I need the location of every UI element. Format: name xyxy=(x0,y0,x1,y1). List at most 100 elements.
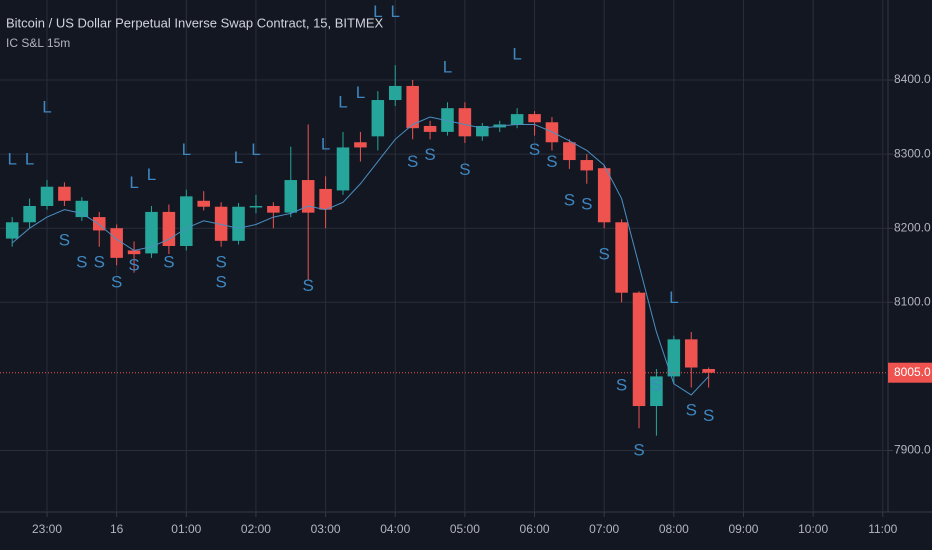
signal-label: S xyxy=(686,401,697,420)
signal-label: L xyxy=(669,288,678,307)
candle-body xyxy=(423,125,437,132)
signal-label: L xyxy=(25,150,34,169)
signal-label: S xyxy=(424,145,435,164)
candle-body xyxy=(5,222,19,239)
signal-label: S xyxy=(163,253,174,272)
signal-label: L xyxy=(7,150,16,169)
x-tick-label: 11:00 xyxy=(868,522,897,536)
y-tick-label: 8100.0 xyxy=(894,294,931,308)
signal-label: L xyxy=(234,148,243,167)
signal-label: L xyxy=(147,165,156,184)
chart-title: Bitcoin / US Dollar Perpetual Inverse Sw… xyxy=(6,15,383,30)
signal-label: S xyxy=(76,253,87,272)
signal-label: S xyxy=(564,190,575,209)
y-tick-label: 7900.0 xyxy=(894,443,931,457)
candle-body xyxy=(40,186,54,206)
candle-body xyxy=(232,206,245,241)
signal-label: L xyxy=(129,173,138,192)
candle-body xyxy=(371,100,385,137)
x-tick-label: 05:00 xyxy=(450,522,480,536)
candle-body xyxy=(476,125,489,137)
candle-body xyxy=(441,108,454,132)
signal-label: S xyxy=(651,376,662,395)
x-tick-label: 08:00 xyxy=(659,522,689,536)
signal-label: L xyxy=(321,135,330,154)
signal-label: L xyxy=(42,98,51,117)
x-tick-label: 02:00 xyxy=(241,522,271,536)
y-tick-label: 8300.0 xyxy=(894,146,931,160)
candle-body xyxy=(319,188,332,210)
candle-body xyxy=(684,339,698,368)
candle-body xyxy=(249,205,263,208)
signal-label: S xyxy=(94,253,105,272)
x-tick-label: 23:00 xyxy=(32,522,62,536)
x-tick-label: 01:00 xyxy=(171,522,201,536)
candle-body xyxy=(563,142,576,161)
candle-body xyxy=(197,200,210,207)
signal-label: S xyxy=(616,376,627,395)
candle-body xyxy=(632,292,646,407)
signal-label: S xyxy=(459,160,470,179)
y-tick-label: 8200.0 xyxy=(894,220,931,234)
candle-body xyxy=(214,206,228,241)
signal-label: S xyxy=(215,273,226,292)
signal-label: L xyxy=(356,83,365,102)
signal-label: S xyxy=(581,195,592,214)
signal-label: S xyxy=(59,230,70,249)
signal-label: S xyxy=(633,441,644,460)
candle-body xyxy=(145,211,158,254)
candle-body xyxy=(267,205,280,213)
signal-label: L xyxy=(373,2,382,21)
candle-body xyxy=(388,85,402,101)
candle-body xyxy=(127,250,141,255)
last-price-badge xyxy=(888,362,932,383)
x-tick-label: 10:00 xyxy=(798,522,828,536)
signal-label: L xyxy=(182,140,191,159)
x-tick-label: 04:00 xyxy=(380,522,410,536)
last-price-label: 8005.0 xyxy=(894,365,931,379)
signal-label: S xyxy=(111,273,122,292)
signal-label: L xyxy=(338,92,347,111)
signal-label: S xyxy=(599,244,610,263)
candle-body xyxy=(336,147,350,191)
x-tick-label: 07:00 xyxy=(589,522,619,536)
indicator-line xyxy=(11,116,710,396)
signal-label: L xyxy=(512,44,521,63)
signal-label: S xyxy=(407,152,418,171)
candle-body xyxy=(180,196,193,246)
candle-body xyxy=(301,180,315,213)
candle-body xyxy=(615,222,628,293)
candle-body xyxy=(510,114,524,125)
grid xyxy=(0,0,888,512)
candle-body xyxy=(75,200,89,218)
candle-body xyxy=(580,160,594,171)
candle-body xyxy=(702,368,715,373)
signal-label: S xyxy=(703,406,714,425)
x-tick-label: 16 xyxy=(110,522,124,536)
candle-body xyxy=(458,108,472,137)
x-tick-label: 09:00 xyxy=(728,522,758,536)
x-tick-label: 06:00 xyxy=(520,522,550,536)
signal-label: S xyxy=(546,152,557,171)
candle-body xyxy=(597,168,611,223)
candle-body xyxy=(354,142,367,148)
signal-label: L xyxy=(443,58,452,77)
y-tick-label: 8400.0 xyxy=(894,72,931,86)
candle-body xyxy=(650,376,663,407)
candle-body xyxy=(58,186,71,201)
candle-body xyxy=(406,85,419,129)
candle-body xyxy=(667,339,681,377)
signal-label: S xyxy=(128,255,139,274)
x-tick-label: 03:00 xyxy=(311,522,341,536)
candle-body xyxy=(23,205,36,223)
signal-label: S xyxy=(303,276,314,295)
signal-label: L xyxy=(391,2,400,21)
candle-body xyxy=(528,114,541,123)
indicator-name: IC S&L 15m xyxy=(6,36,70,50)
candle-body xyxy=(284,180,298,213)
signal-label: L xyxy=(251,140,260,159)
candle-body xyxy=(110,228,123,258)
